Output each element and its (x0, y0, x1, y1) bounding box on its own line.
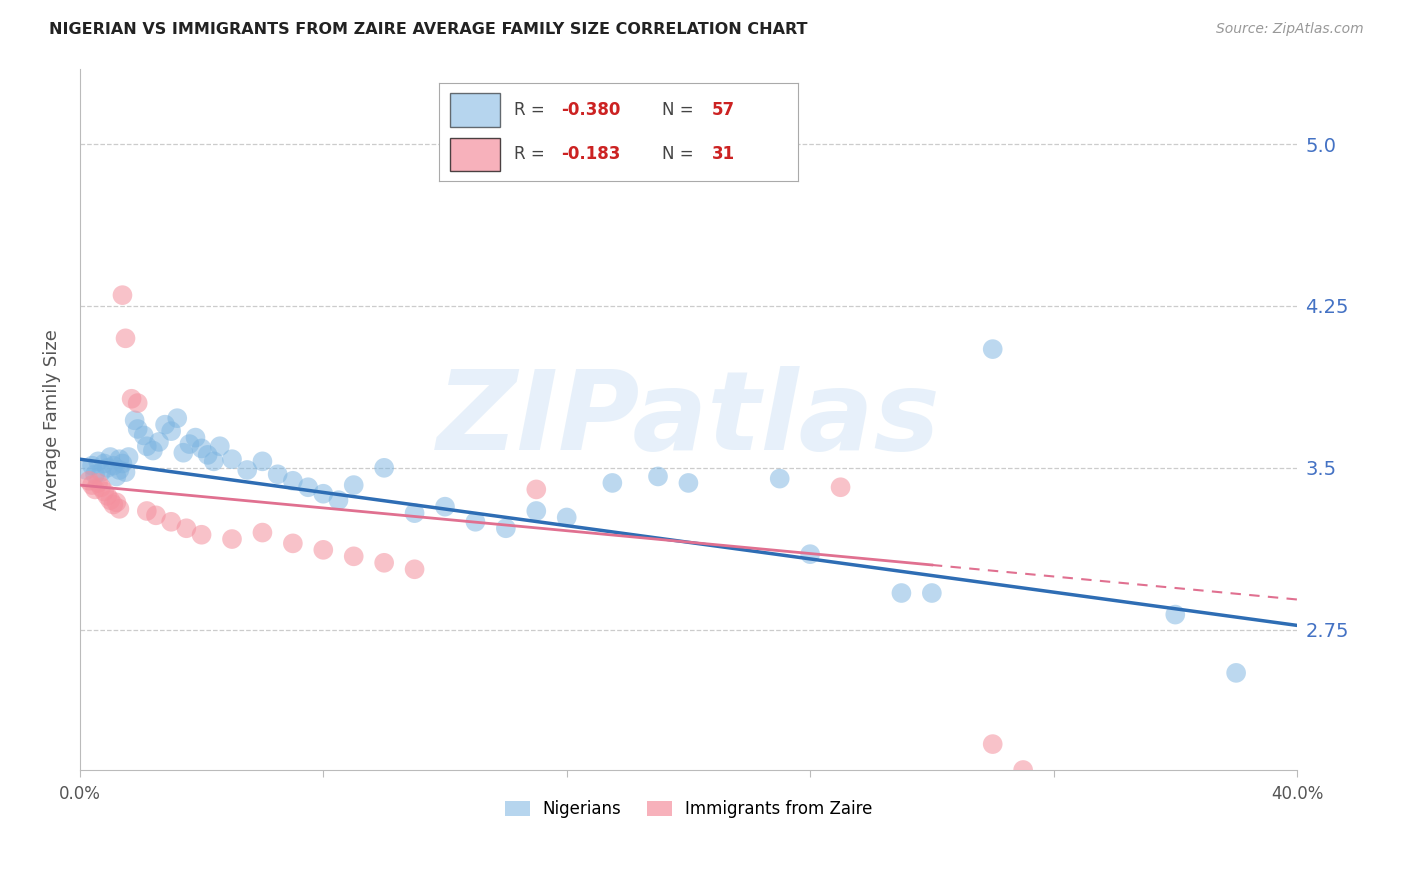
Point (404, 562, 426, 576)
Point (524, 504, 547, 518)
Point (464, 515, 486, 529)
Point (114, 465, 136, 479)
Point (166, 411, 188, 425)
Point (312, 487, 335, 501)
Point (190, 527, 212, 541)
Point (111, 288, 134, 302)
Point (135, 439, 157, 453)
Y-axis label: Average Family Size: Average Family Size (44, 329, 60, 509)
Point (373, 556, 395, 570)
Point (80, 458, 103, 473)
Legend: Nigerians, Immigrants from Zaire: Nigerians, Immigrants from Zaire (498, 794, 879, 825)
Point (77, 474, 100, 488)
Point (160, 424, 183, 438)
Point (1164, 607, 1187, 622)
Point (890, 586, 912, 600)
Point (179, 437, 201, 451)
Point (208, 439, 231, 453)
Point (121, 392, 143, 406)
Point (769, 472, 792, 486)
Point (103, 498, 125, 512)
Point (495, 521, 517, 535)
Point (160, 515, 183, 529)
Point (1012, 763, 1035, 777)
Point (111, 457, 134, 471)
Point (176, 521, 198, 535)
Point (105, 469, 128, 483)
Point (124, 413, 146, 427)
Point (190, 442, 212, 456)
Point (221, 532, 243, 546)
Point (799, 547, 821, 561)
Point (84, 467, 107, 482)
Point (647, 469, 669, 483)
Point (108, 452, 131, 467)
Point (98, 493, 121, 508)
Point (96, 489, 118, 503)
Point (830, 480, 852, 494)
Point (373, 460, 395, 475)
Point (252, 525, 274, 540)
Point (202, 454, 225, 468)
Point (90, 465, 112, 479)
Point (981, 737, 1004, 751)
Point (75, 463, 97, 477)
Point (281, 474, 304, 488)
Point (80, 478, 103, 492)
Point (434, 500, 457, 514)
Point (343, 478, 366, 492)
Point (117, 450, 139, 464)
Point (343, 549, 366, 564)
Point (221, 452, 243, 467)
Point (105, 495, 128, 509)
Point (98, 450, 121, 464)
Point (172, 446, 194, 460)
Point (236, 463, 259, 477)
Point (312, 542, 335, 557)
Point (127, 422, 149, 436)
Point (135, 504, 157, 518)
Point (981, 342, 1004, 356)
Point (103, 458, 125, 473)
Point (96, 460, 118, 475)
Point (197, 448, 219, 462)
Point (328, 493, 350, 508)
Point (145, 508, 167, 523)
Point (93, 484, 115, 499)
Point (266, 467, 288, 482)
Point (524, 483, 547, 497)
Point (297, 480, 319, 494)
Point (127, 396, 149, 410)
Point (252, 454, 274, 468)
Text: NIGERIAN VS IMMIGRANTS FROM ZAIRE AVERAGE FAMILY SIZE CORRELATION CHART: NIGERIAN VS IMMIGRANTS FROM ZAIRE AVERAG… (49, 22, 807, 37)
Text: Source: ZipAtlas.com: Source: ZipAtlas.com (1216, 22, 1364, 37)
Point (87, 475, 110, 490)
Point (84, 483, 107, 497)
Point (93, 457, 115, 471)
Point (602, 475, 624, 490)
Point (678, 475, 700, 490)
Point (108, 501, 131, 516)
Point (153, 417, 176, 432)
Point (132, 428, 155, 442)
Point (87, 454, 110, 468)
Point (184, 431, 207, 445)
Point (148, 434, 170, 449)
Point (108, 463, 131, 477)
Point (142, 443, 165, 458)
Point (90, 480, 112, 494)
Point (404, 506, 426, 520)
Point (281, 536, 304, 550)
Point (114, 331, 136, 345)
Point (1225, 665, 1247, 680)
Text: ZIPatlas: ZIPatlas (436, 366, 941, 473)
Point (921, 586, 943, 600)
Point (555, 510, 578, 524)
